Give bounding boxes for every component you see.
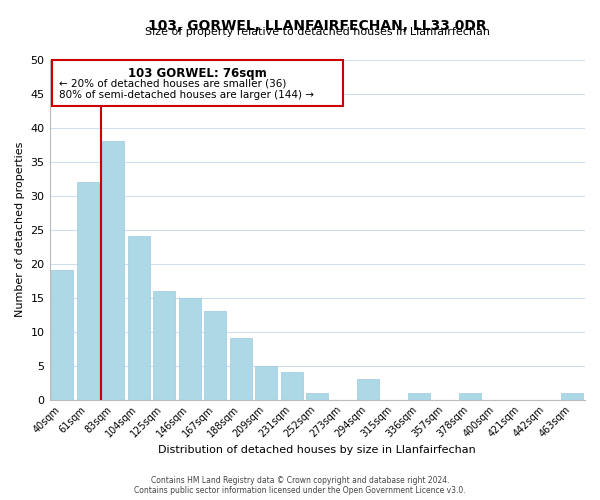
Text: 103, GORWEL, LLANFAIRFECHAN, LL33 0DR: 103, GORWEL, LLANFAIRFECHAN, LL33 0DR	[148, 18, 487, 32]
Text: 103 GORWEL: 76sqm: 103 GORWEL: 76sqm	[128, 66, 266, 80]
Bar	[562, 393, 583, 400]
Text: Contains HM Land Registry data © Crown copyright and database right 2024.
Contai: Contains HM Land Registry data © Crown c…	[134, 476, 466, 495]
Bar	[103, 142, 124, 400]
Bar	[230, 338, 251, 400]
Y-axis label: Number of detached properties: Number of detached properties	[15, 142, 25, 318]
Bar	[281, 372, 302, 400]
Bar	[205, 311, 226, 400]
Bar	[358, 379, 379, 400]
Text: ← 20% of detached houses are smaller (36): ← 20% of detached houses are smaller (36…	[59, 78, 287, 88]
Bar	[77, 182, 98, 400]
Bar	[460, 393, 481, 400]
Bar	[52, 270, 73, 400]
Bar	[52, 60, 343, 106]
Bar	[128, 236, 149, 400]
Bar	[409, 393, 430, 400]
Text: 80% of semi-detached houses are larger (144) →: 80% of semi-detached houses are larger (…	[59, 90, 314, 101]
X-axis label: Distribution of detached houses by size in Llanfairfechan: Distribution of detached houses by size …	[158, 445, 476, 455]
Bar	[179, 298, 200, 400]
Bar	[154, 291, 175, 400]
Bar	[307, 393, 328, 400]
Title: Size of property relative to detached houses in Llanfairfechan: Size of property relative to detached ho…	[145, 27, 490, 37]
Bar	[256, 366, 277, 400]
